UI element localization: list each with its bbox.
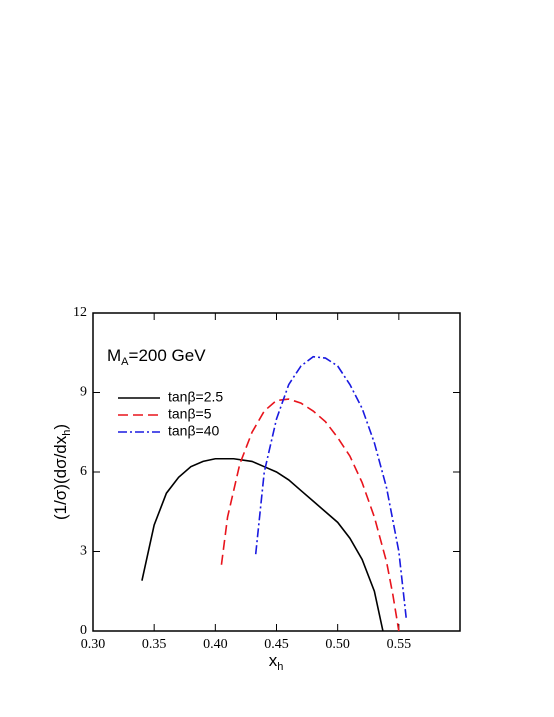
x-tick-label: 0.45 — [264, 637, 289, 652]
legend-label: tanβ=40 — [168, 423, 219, 439]
y-tick-label: 6 — [80, 464, 87, 479]
y-tick-label: 12 — [73, 305, 87, 320]
y-tick-label: 3 — [80, 544, 87, 559]
x-tick-label: 0.35 — [142, 637, 167, 652]
series-line — [220, 398, 400, 632]
x-tick-label: 0.50 — [325, 637, 350, 652]
x-axis-label: xh — [269, 651, 284, 672]
y-tick-label: 9 — [80, 385, 87, 400]
y-axis-label: (1/σ)(dσ/dxh) — [51, 424, 72, 520]
annotation-main: M — [107, 346, 121, 365]
x-tick-label: 0.55 — [387, 637, 412, 652]
annotation-sub: A — [121, 356, 129, 368]
annotation-rest: =200 GeV — [129, 346, 207, 365]
series-line — [141, 457, 384, 632]
y-label-rest: ) — [51, 424, 70, 430]
x-label-sub: h — [277, 661, 283, 673]
x-label-main: x — [269, 651, 278, 670]
annotation: MA=200 GeV — [107, 346, 206, 367]
y-label-sub: h — [61, 430, 73, 436]
legend-label: tanβ=5 — [168, 406, 212, 422]
x-tick-label: 0.30 — [81, 637, 106, 652]
y-label-main: (1/σ)(dσ/dx — [51, 435, 70, 520]
x-tick-label: 0.40 — [203, 637, 228, 652]
series-line — [254, 355, 407, 618]
y-tick-label: 0 — [80, 623, 87, 638]
legend-label: tanβ=2.5 — [168, 389, 223, 405]
